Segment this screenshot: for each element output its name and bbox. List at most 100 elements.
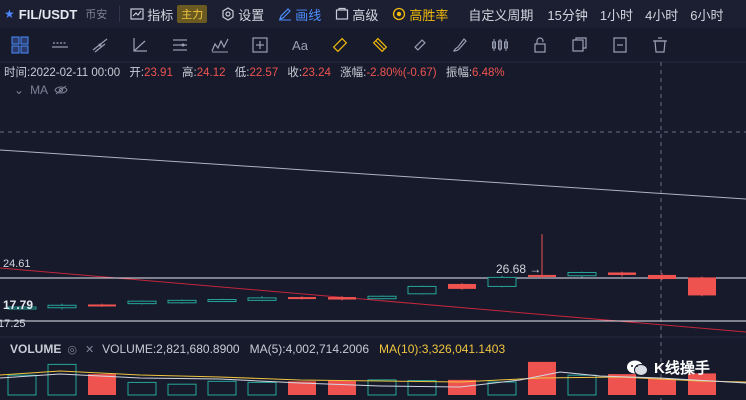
advanced-button[interactable]: 高级 [335, 5, 378, 24]
open-label: 开: [129, 67, 145, 79]
parallel-lines-icon[interactable] [170, 35, 190, 55]
draw-button[interactable]: 画线 [278, 5, 321, 24]
ruler-icon[interactable] [330, 35, 350, 55]
price-level-1: 24.61 [3, 258, 31, 270]
interval-4h[interactable]: 4小时 [645, 7, 679, 23]
wechat-icon [627, 360, 648, 376]
ma10-value: MA(10):3,326,041.1403 [379, 342, 506, 356]
coin-icon [393, 7, 406, 21]
candle-body [448, 283, 476, 289]
watermark: K线操手 [626, 357, 710, 378]
gear-icon[interactable]: ◎ [67, 343, 77, 356]
eye-icon[interactable] [54, 85, 68, 95]
candle-body [328, 297, 356, 300]
time-value: 2022-02-11 00:00 [30, 67, 121, 79]
text-tool-label: Aa [292, 37, 308, 53]
candle-body [407, 285, 437, 295]
candle-body [567, 271, 597, 277]
candle-body [47, 304, 77, 309]
candle-body [648, 274, 676, 280]
candle-body [688, 277, 716, 296]
angle-icon[interactable] [130, 35, 150, 55]
volume-bar [47, 363, 77, 396]
candle-body [167, 299, 197, 304]
position-icon[interactable] [490, 35, 510, 55]
trend-line-red [0, 267, 746, 333]
pencil-icon [279, 8, 292, 21]
interval-15m[interactable]: 15分钟 [547, 7, 588, 23]
main-badge[interactable]: 主力 [177, 5, 208, 23]
measure-icon[interactable] [410, 35, 430, 55]
ma-label[interactable]: MA [30, 83, 49, 97]
custom-period-label: 自定义周期 [468, 7, 534, 23]
open-value: 23.91 [144, 67, 173, 79]
indicators-label: 指标 [147, 7, 174, 23]
candle-body [487, 276, 517, 287]
high-label: 高: [182, 67, 197, 79]
top-toolbar: ★ FIL/USDT 币安 指标 主力 设置 画线 高级 高胜率 自定义周期 1… [0, 0, 746, 28]
text-icon[interactable]: Aa [290, 35, 310, 55]
change-label: 涨幅: [340, 67, 367, 79]
indicators-button[interactable]: 指标 主力 [130, 5, 208, 24]
time-label: 时间: [4, 67, 31, 79]
volume-bar [528, 361, 556, 395]
volume-bar [127, 381, 157, 396]
close-label: 收: [287, 67, 303, 79]
winrate-label: 高胜率 [409, 7, 449, 23]
close-icon[interactable]: ✕ [84, 343, 95, 356]
hline-dotted-icon[interactable] [50, 35, 70, 55]
volume-label[interactable]: VOLUME [10, 342, 62, 356]
symbol-selector[interactable]: ★ FIL/USDT 币安 [0, 6, 107, 22]
candle-body [88, 304, 116, 307]
interval-1h[interactable]: 1小时 [599, 7, 634, 23]
volume-bar [367, 379, 397, 396]
change-value: -2.80%(-0.67) [366, 67, 437, 79]
interval-6h[interactable]: 6小时 [690, 7, 724, 23]
amplitude-value: 6.48% [472, 67, 505, 79]
price-level-3: 17.25 [0, 318, 26, 330]
ma5-value: MA(5):4,002,714.2006 [249, 342, 370, 356]
low-value: 22.57 [249, 67, 279, 79]
copy-icon[interactable] [570, 35, 590, 55]
collapse-icon[interactable]: ⌄ [14, 83, 25, 97]
trend-line-white [0, 149, 746, 200]
candle-body [367, 295, 397, 300]
candle-body [247, 297, 277, 301]
settings-label: 设置 [238, 7, 265, 23]
star-icon[interactable]: ★ [4, 7, 15, 21]
volume-bar [448, 379, 476, 395]
volume-bar [167, 383, 197, 396]
candle-body [288, 297, 316, 300]
volume-info: VOLUME ◎ ✕ VOLUME:2,821,680.8900 MA(5):4… [10, 342, 515, 356]
eraser-icon[interactable] [370, 35, 390, 55]
trend-line-icon[interactable] [90, 35, 110, 55]
gear-icon [222, 7, 234, 21]
volume-bar [247, 381, 277, 396]
volume-bar [407, 380, 437, 396]
brush-icon[interactable] [450, 35, 470, 55]
volume-bar [207, 380, 237, 396]
candle-body [127, 300, 157, 305]
watermark-text: K线操手 [654, 360, 710, 377]
symbol-name: FIL/USDT [18, 6, 78, 22]
lock-icon[interactable] [530, 35, 550, 55]
delete-icon[interactable] [650, 35, 670, 55]
pattern-icon[interactable] [210, 35, 230, 55]
price-level-2: 17.79 [3, 298, 34, 312]
add-box-icon[interactable] [250, 35, 270, 55]
volume-bar [88, 374, 116, 395]
ohlc-info: 时间:2022-02-11 00:00 开:23.91 高:24.12 低:22… [4, 64, 505, 80]
advanced-label: 高级 [352, 7, 379, 23]
crosshair-icon[interactable] [10, 35, 30, 55]
candle-body [207, 299, 237, 303]
high-value: 24.12 [196, 67, 226, 79]
custom-period-button[interactable]: 自定义周期 [468, 5, 533, 24]
clear-icon[interactable] [610, 35, 630, 55]
drawing-toolbar: Aa [0, 30, 746, 60]
low-label: 低: [234, 67, 250, 79]
settings-button[interactable]: 设置 [221, 5, 264, 24]
draw-label: 画线 [295, 7, 322, 23]
winrate-button[interactable]: 高胜率 [392, 5, 448, 24]
amplitude-label: 振幅: [445, 67, 473, 79]
